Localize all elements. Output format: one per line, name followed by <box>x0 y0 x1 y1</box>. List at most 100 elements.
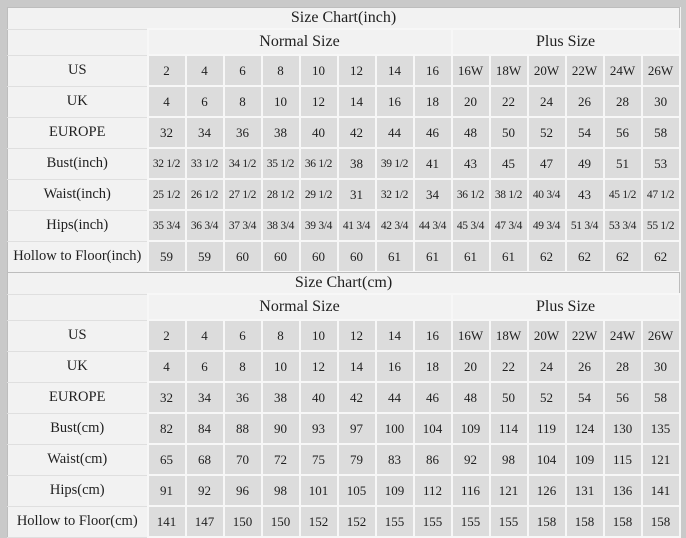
size-value-cell: 58 <box>640 381 681 414</box>
size-value-cell: 40 <box>298 116 339 149</box>
size-value-cell: 27 1/2 <box>222 178 263 211</box>
size-value-cell: 20 <box>450 350 491 383</box>
group-header-row: Normal Size Plus Size <box>7 28 681 56</box>
size-value-cell: 6 <box>222 319 263 352</box>
size-value-cell: 124 <box>564 412 605 445</box>
size-value-cell: 141 <box>146 505 187 538</box>
size-value-cell: 155 <box>488 505 529 538</box>
size-value-cell: 150 <box>222 505 263 538</box>
size-value-cell: 41 <box>412 147 453 180</box>
size-value-cell: 20W <box>526 54 567 87</box>
normal-size-header: Normal Size <box>146 293 453 321</box>
size-value-cell: 10 <box>298 319 339 352</box>
corner-cell <box>7 294 148 321</box>
size-value-cell: 47 3/4 <box>488 209 529 242</box>
size-value-cell: 14 <box>336 85 377 118</box>
size-value-cell: 40 <box>298 381 339 414</box>
size-value-cell: 18W <box>488 319 529 352</box>
size-value-cell: 141 <box>640 474 681 507</box>
size-value-cell: 39 3/4 <box>298 209 339 242</box>
size-value-cell: 112 <box>412 474 453 507</box>
size-value-cell: 26 <box>564 85 605 118</box>
size-value-cell: 119 <box>526 412 567 445</box>
size-value-cell: 135 <box>640 412 681 445</box>
size-value-cell: 116 <box>450 474 491 507</box>
size-value-cell: 158 <box>602 505 643 538</box>
size-value-cell: 31 <box>336 178 377 211</box>
size-value-cell: 60 <box>298 240 339 273</box>
size-value-cell: 22W <box>564 319 605 352</box>
size-value-cell: 38 1/2 <box>488 178 529 211</box>
size-value-cell: 8 <box>260 319 301 352</box>
size-value-cell: 34 <box>184 381 225 414</box>
size-value-cell: 72 <box>260 443 301 476</box>
size-value-cell: 24 <box>526 85 567 118</box>
size-value-cell: 109 <box>374 474 415 507</box>
size-value-cell: 88 <box>222 412 263 445</box>
table-row: EUROPE 32 34 36 38 40 42 44 46 48 50 52 54 56 58 <box>7 381 681 414</box>
size-value-cell: 40 3/4 <box>526 178 567 211</box>
size-value-cell: 152 <box>298 505 339 538</box>
normal-size-header: Normal Size <box>146 28 453 56</box>
row-label: US <box>7 54 149 87</box>
size-value-cell: 52 <box>526 116 567 149</box>
size-value-cell: 20 <box>450 85 491 118</box>
size-value-cell: 158 <box>640 505 681 538</box>
size-value-cell: 62 <box>640 240 681 273</box>
table-row: UK 4 6 8 10 12 14 16 18 20 22 24 26 28 30 <box>7 85 681 118</box>
size-value-cell: 131 <box>564 474 605 507</box>
size-value-cell: 49 3/4 <box>526 209 567 242</box>
size-value-cell: 155 <box>450 505 491 538</box>
size-chart-cm-table: Size Chart(cm) Normal Size Plus Size US 2… <box>7 272 681 538</box>
size-value-cell: 24W <box>602 54 643 87</box>
size-value-cell: 101 <box>298 474 339 507</box>
size-value-cell: 36 <box>222 116 263 149</box>
size-value-cell: 26 <box>564 350 605 383</box>
size-value-cell: 93 <box>298 412 339 445</box>
size-value-cell: 109 <box>450 412 491 445</box>
size-value-cell: 35 1/2 <box>260 147 301 180</box>
size-value-cell: 25 1/2 <box>146 178 187 211</box>
table-row: Hollow to Floor(inch) 59 59 60 60 60 60 61 61 61 6… <box>7 240 681 273</box>
size-value-cell: 34 1/2 <box>222 147 263 180</box>
size-chart-inch-panel: Size Chart(inch) Normal Size Plus Size U… <box>7 7 681 273</box>
size-value-cell: 16 <box>374 350 415 383</box>
size-value-cell: 22W <box>564 54 605 87</box>
size-value-cell: 82 <box>146 412 187 445</box>
size-value-cell: 32 <box>146 381 187 414</box>
size-value-cell: 12 <box>298 85 339 118</box>
size-value-cell: 152 <box>336 505 377 538</box>
size-value-cell: 34 <box>184 116 225 149</box>
size-value-cell: 16W <box>450 54 491 87</box>
row-label: Hips(cm) <box>7 474 149 507</box>
size-chart-cm-panel: Size Chart(cm) Normal Size Plus Size US 2… <box>7 272 681 538</box>
size-value-cell: 60 <box>336 240 377 273</box>
row-label: Waist(inch) <box>7 178 149 211</box>
size-value-cell: 24W <box>602 319 643 352</box>
size-value-cell: 136 <box>602 474 643 507</box>
size-value-cell: 54 <box>564 381 605 414</box>
size-value-cell: 84 <box>184 412 225 445</box>
size-value-cell: 6 <box>184 350 225 383</box>
size-value-cell: 51 3/4 <box>564 209 605 242</box>
size-value-cell: 83 <box>374 443 415 476</box>
size-value-cell: 16 <box>374 85 415 118</box>
size-value-cell: 61 <box>450 240 491 273</box>
table-row: US 2 4 6 8 10 12 14 16 16W 18W 20W 22W 24W 26W <box>7 319 681 352</box>
size-value-cell: 100 <box>374 412 415 445</box>
size-value-cell: 49 <box>564 147 605 180</box>
size-value-cell: 109 <box>564 443 605 476</box>
size-value-cell: 32 1/2 <box>374 178 415 211</box>
size-value-cell: 22 <box>488 85 529 118</box>
row-label: Bust(cm) <box>7 412 149 445</box>
size-value-cell: 150 <box>260 505 301 538</box>
table-row: Bust(inch) 32 1/2 33 1/2 34 1/2 35 1/2 36 1/2… <box>7 147 681 180</box>
size-value-cell: 98 <box>260 474 301 507</box>
size-value-cell: 90 <box>260 412 301 445</box>
size-value-cell: 50 <box>488 116 529 149</box>
title-row: Size Chart(cm) <box>7 272 680 295</box>
size-value-cell: 54 <box>564 116 605 149</box>
size-value-cell: 61 <box>374 240 415 273</box>
table-row: UK 4 6 8 10 12 14 16 18 20 22 24 26 28 30 <box>7 350 681 383</box>
